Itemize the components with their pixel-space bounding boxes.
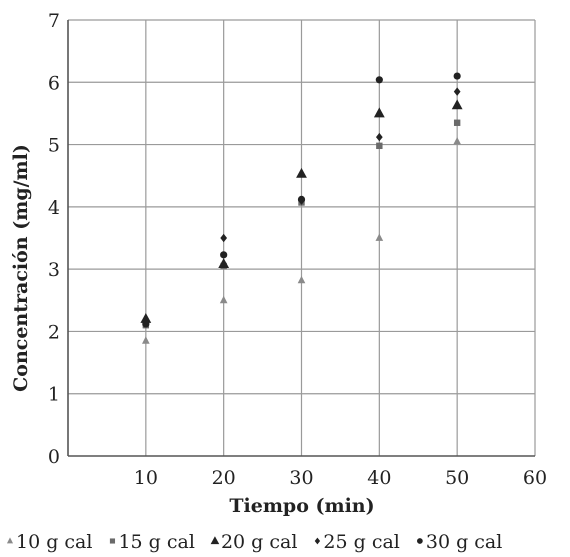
y-tick-label: 1 [48, 384, 60, 406]
legend-marker [416, 538, 423, 544]
data-point [142, 336, 150, 344]
data-point [220, 251, 228, 259]
x-axis-title: Tiempo (min) [229, 495, 374, 517]
x-tick-label: 30 [289, 467, 313, 489]
data-point [220, 233, 228, 243]
y-tick-label: 5 [48, 135, 60, 157]
data-point [219, 295, 228, 304]
legend-label: 25 g cal [323, 531, 399, 553]
y-tick-label: 4 [48, 197, 60, 219]
data-point [218, 258, 230, 269]
data-point [453, 72, 461, 80]
data-point [451, 99, 463, 110]
legend-label: 20 g cal [221, 531, 297, 553]
data-point [375, 76, 383, 84]
data-point [375, 233, 384, 241]
y-tick-label: 7 [48, 10, 60, 32]
legend-marker [314, 537, 321, 545]
data-point [142, 320, 150, 328]
axes [67, 20, 535, 457]
data-point [453, 87, 461, 96]
x-tick-label: 50 [445, 467, 469, 489]
legend-item: 20 g cal [210, 531, 297, 553]
data-point [297, 195, 306, 203]
data-point [453, 119, 461, 126]
legend-item: 30 g cal [416, 531, 502, 553]
data-points [140, 72, 463, 344]
data-point [376, 142, 383, 150]
x-tick-label: 60 [523, 467, 547, 489]
x-tick-label: 10 [134, 467, 158, 489]
y-tick-label: 6 [48, 72, 60, 94]
data-point [373, 107, 385, 118]
data-point [297, 275, 306, 284]
data-point [296, 167, 307, 178]
legend-label: 10 g cal [16, 531, 92, 553]
y-tick-label: 0 [48, 446, 60, 468]
legend: 10 g cal 15 g cal 20 g cal 25 g cal 30 g cal [6, 531, 502, 553]
legend-marker [6, 537, 14, 544]
legend-item: 25 g cal [314, 531, 400, 553]
x-tick-label: 20 [212, 467, 236, 489]
x-tick-label: 40 [367, 467, 391, 489]
grid [68, 19, 536, 456]
legend-marker [109, 538, 116, 544]
data-point [375, 132, 383, 142]
y-axis-title: Concentración (mg/ml) [10, 144, 32, 392]
legend-label: 30 g cal [426, 531, 502, 553]
y-tick-label: 3 [48, 259, 60, 281]
legend-marker [210, 536, 220, 545]
legend-item: 10 g cal [6, 531, 92, 553]
y-tick-label: 2 [48, 321, 60, 343]
tick-labels: 10 20 30 40 50 60 0 1 2 3 4 5 6 7 [48, 10, 547, 489]
data-point [453, 136, 461, 145]
legend-item: 15 g cal [109, 531, 195, 553]
legend-label: 15 g cal [118, 531, 194, 553]
